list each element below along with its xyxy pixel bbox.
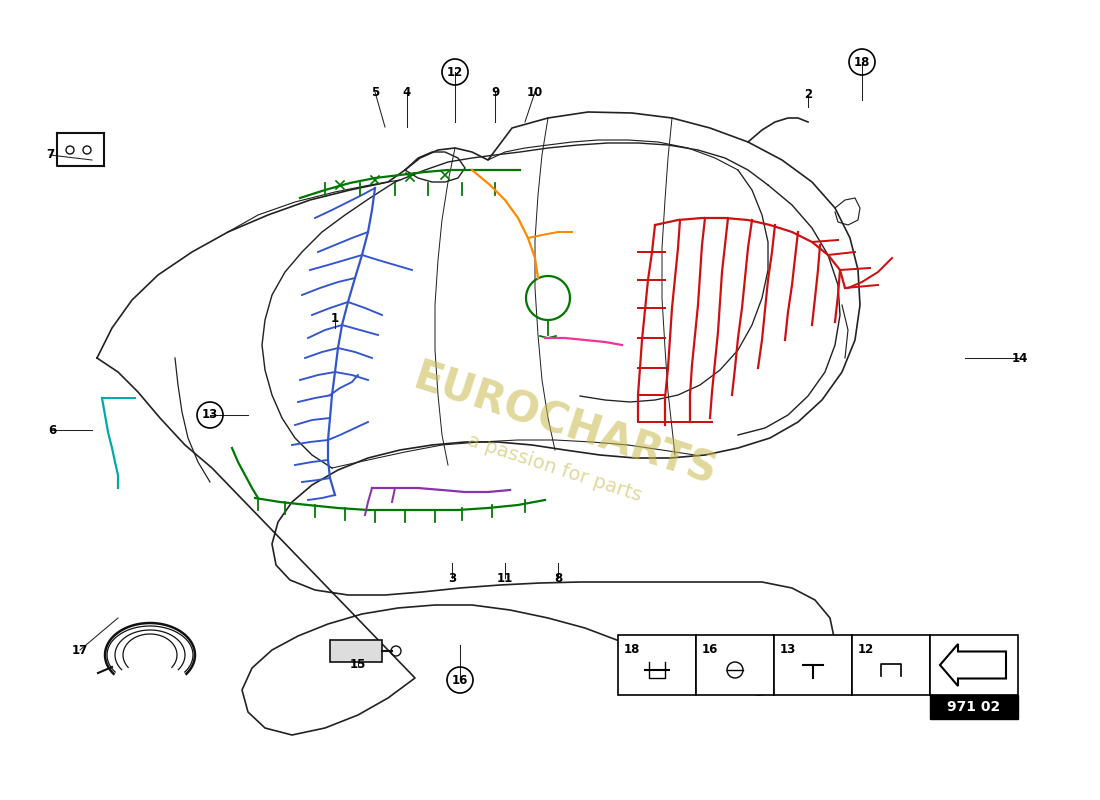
Text: 2: 2 [804,89,812,102]
Text: 16: 16 [702,643,718,656]
Text: 7: 7 [46,149,54,162]
Text: 18: 18 [624,643,640,656]
Text: 8: 8 [554,571,562,585]
Bar [930,695,1018,719]
Text: 18: 18 [854,55,870,69]
Text: 9: 9 [491,86,499,98]
Text: a passion for parts: a passion for parts [465,431,645,505]
Text: 12: 12 [447,66,463,78]
Text: 971 02: 971 02 [947,700,1001,714]
Text: 4: 4 [403,86,411,98]
Text: 14: 14 [1012,351,1028,365]
Bar [852,635,930,695]
Bar [330,640,382,662]
Text: 1: 1 [331,311,339,325]
Text: 12: 12 [858,643,874,656]
Text: 11: 11 [497,571,513,585]
Text: EUROCHARTS: EUROCHARTS [408,356,722,494]
Text: 16: 16 [452,674,469,686]
Text: 17: 17 [72,643,88,657]
Text: 13: 13 [202,409,218,422]
Text: 3: 3 [448,571,456,585]
Bar [618,635,696,695]
Text: 10: 10 [527,86,543,98]
Bar [774,635,852,695]
Bar [930,635,1018,695]
Text: 5: 5 [371,86,380,98]
FancyArrow shape [940,644,1006,686]
Text: 13: 13 [780,643,796,656]
Text: 6: 6 [48,423,56,437]
Text: 15: 15 [350,658,366,671]
Bar [696,635,774,695]
